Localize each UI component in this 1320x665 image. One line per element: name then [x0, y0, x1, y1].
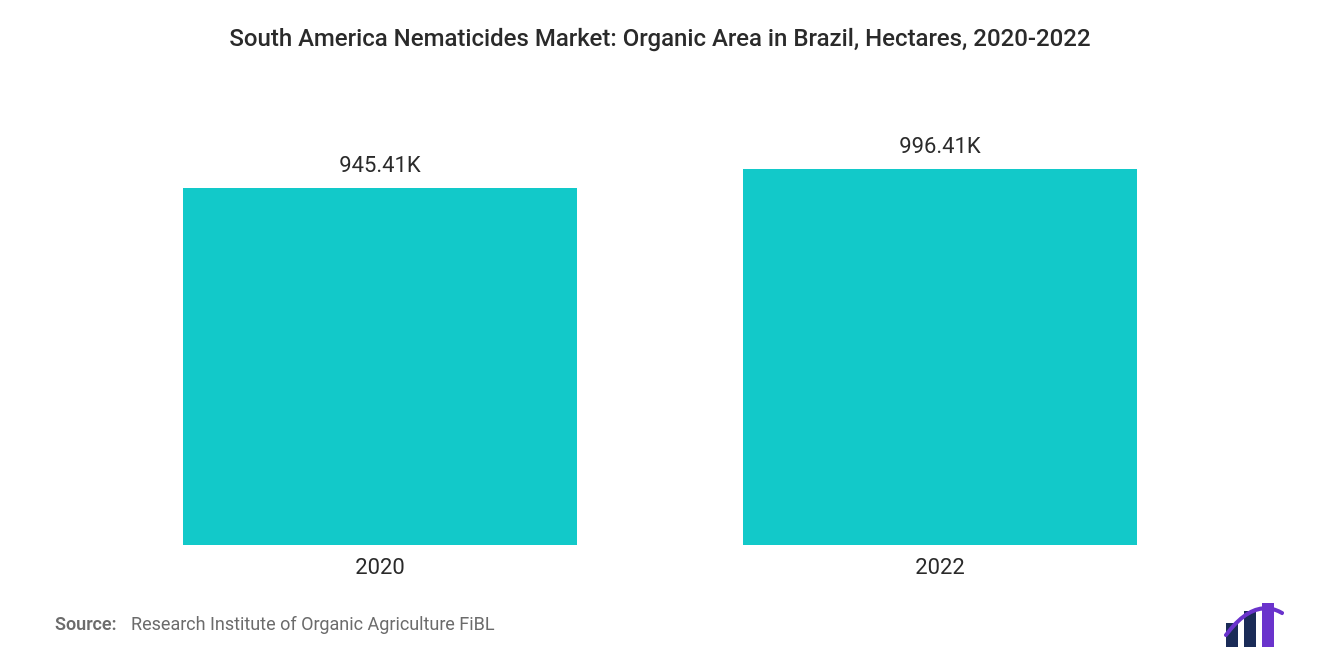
- bar-slot-1: 996.41K 2022: [694, 130, 1187, 545]
- bar-slot-0: 945.41K 2020: [134, 130, 627, 545]
- chart-container: South America Nematicides Market: Organi…: [0, 0, 1320, 665]
- bar-value-label-0: 945.41K: [339, 153, 420, 178]
- plot-area: 945.41K 2020 996.41K 2022: [100, 130, 1220, 545]
- source-label: Source:: [55, 614, 117, 635]
- source-text: Research Institute of Organic Agricultur…: [131, 614, 495, 635]
- chart-title: South America Nematicides Market: Organi…: [0, 24, 1320, 52]
- bar-xlabel-1: 2022: [915, 555, 964, 580]
- bars-row: 945.41K 2020 996.41K 2022: [100, 130, 1220, 545]
- bar-value-label-1: 996.41K: [899, 134, 980, 159]
- bar-rect-1: [743, 169, 1137, 545]
- bar-rect-0: [183, 188, 577, 545]
- bar-xlabel-0: 2020: [355, 555, 404, 580]
- brand-logo-icon: [1224, 603, 1284, 647]
- source-line: Source: Research Institute of Organic Ag…: [55, 614, 495, 635]
